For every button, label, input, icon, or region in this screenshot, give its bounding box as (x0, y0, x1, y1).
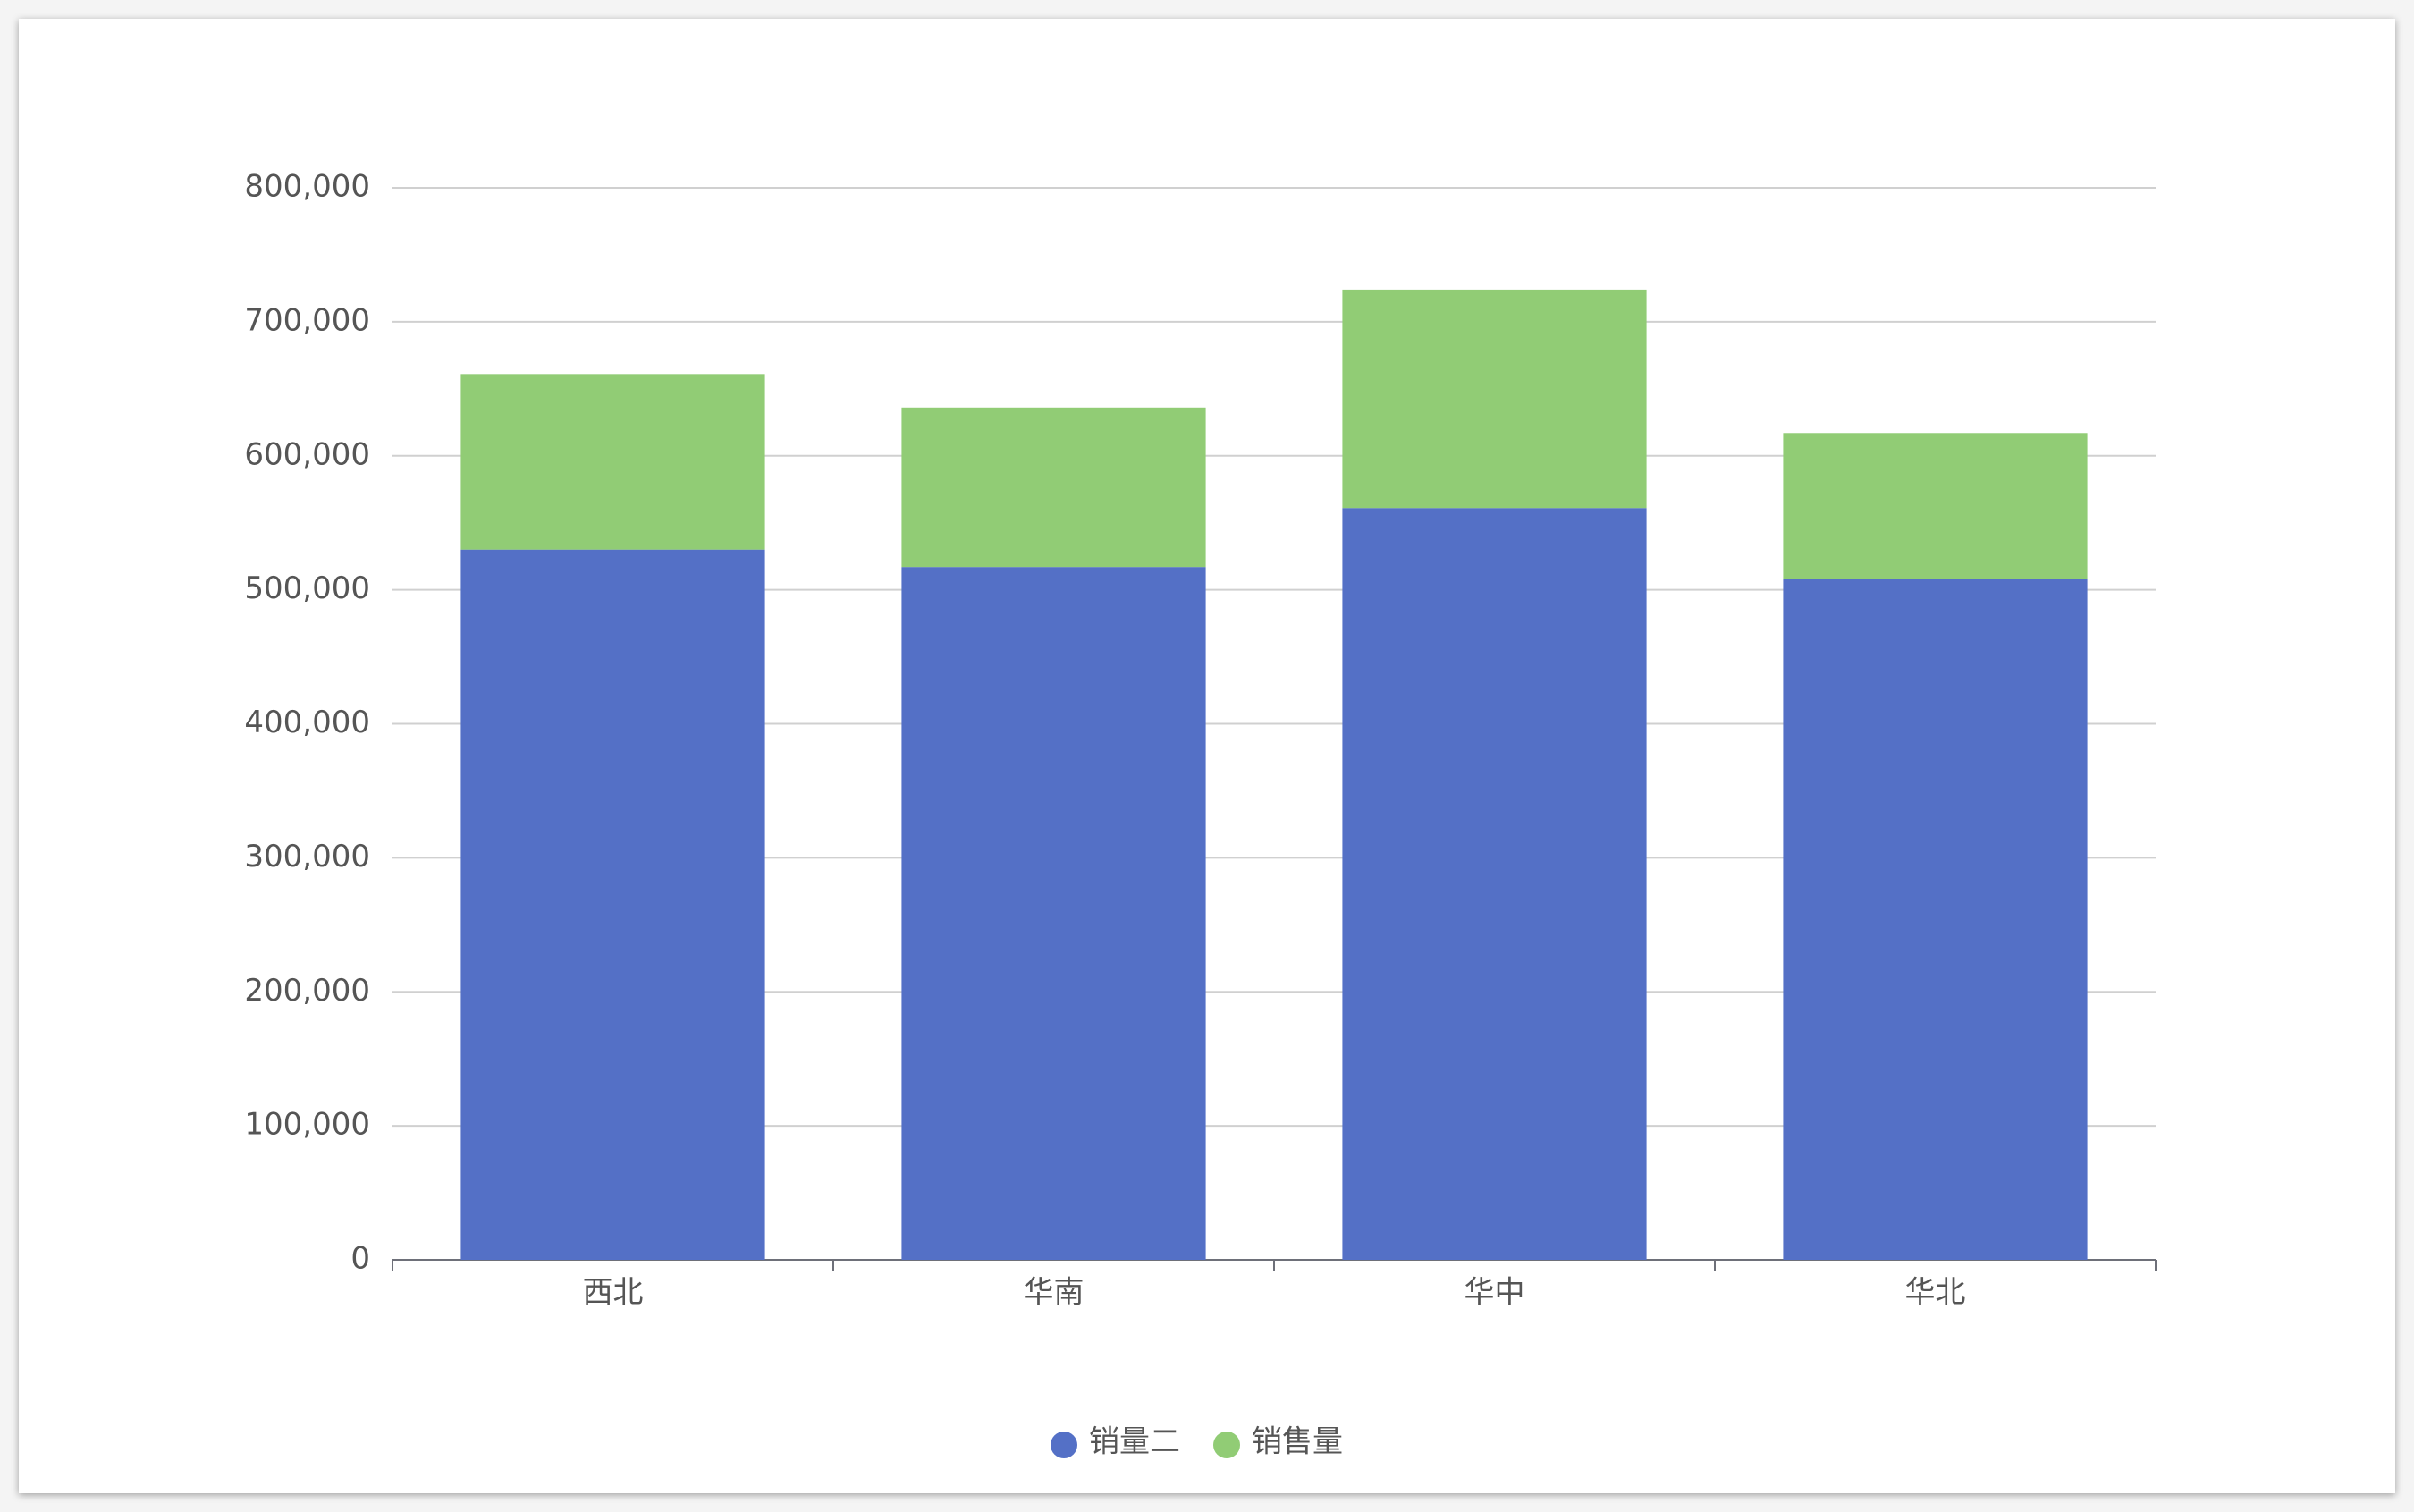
bar-segment (460, 374, 765, 550)
x-tick-label: 华北 (1905, 1275, 1966, 1311)
y-tick-label: 400,000 (244, 705, 370, 740)
y-tick-label: 100,000 (244, 1107, 370, 1143)
bar-segment (1342, 508, 1647, 1260)
x-tick-label: 华中 (1464, 1275, 1525, 1311)
y-tick-label: 600,000 (244, 436, 370, 472)
bar-segment (1342, 289, 1647, 509)
bar-segment (901, 407, 1206, 568)
bar-segment (901, 567, 1206, 1260)
bar-segment (1783, 433, 2088, 579)
y-tick-label: 0 (350, 1241, 370, 1277)
legend-label: 销量二 (1089, 1424, 1180, 1460)
y-tick-label: 300,000 (244, 839, 370, 874)
legend-label: 销售量 (1252, 1424, 1343, 1460)
bar-segment (1783, 579, 2088, 1260)
x-tick-label: 华南 (1024, 1275, 1085, 1311)
legend-marker (1051, 1432, 1077, 1458)
bar-segment (460, 549, 765, 1260)
y-tick-label: 700,000 (244, 302, 370, 338)
x-tick-label: 西北 (583, 1275, 644, 1311)
y-tick-label: 500,000 (244, 570, 370, 606)
legend-marker (1213, 1432, 1240, 1458)
y-tick-label: 200,000 (244, 973, 370, 1009)
y-tick-label: 800,000 (244, 169, 370, 205)
